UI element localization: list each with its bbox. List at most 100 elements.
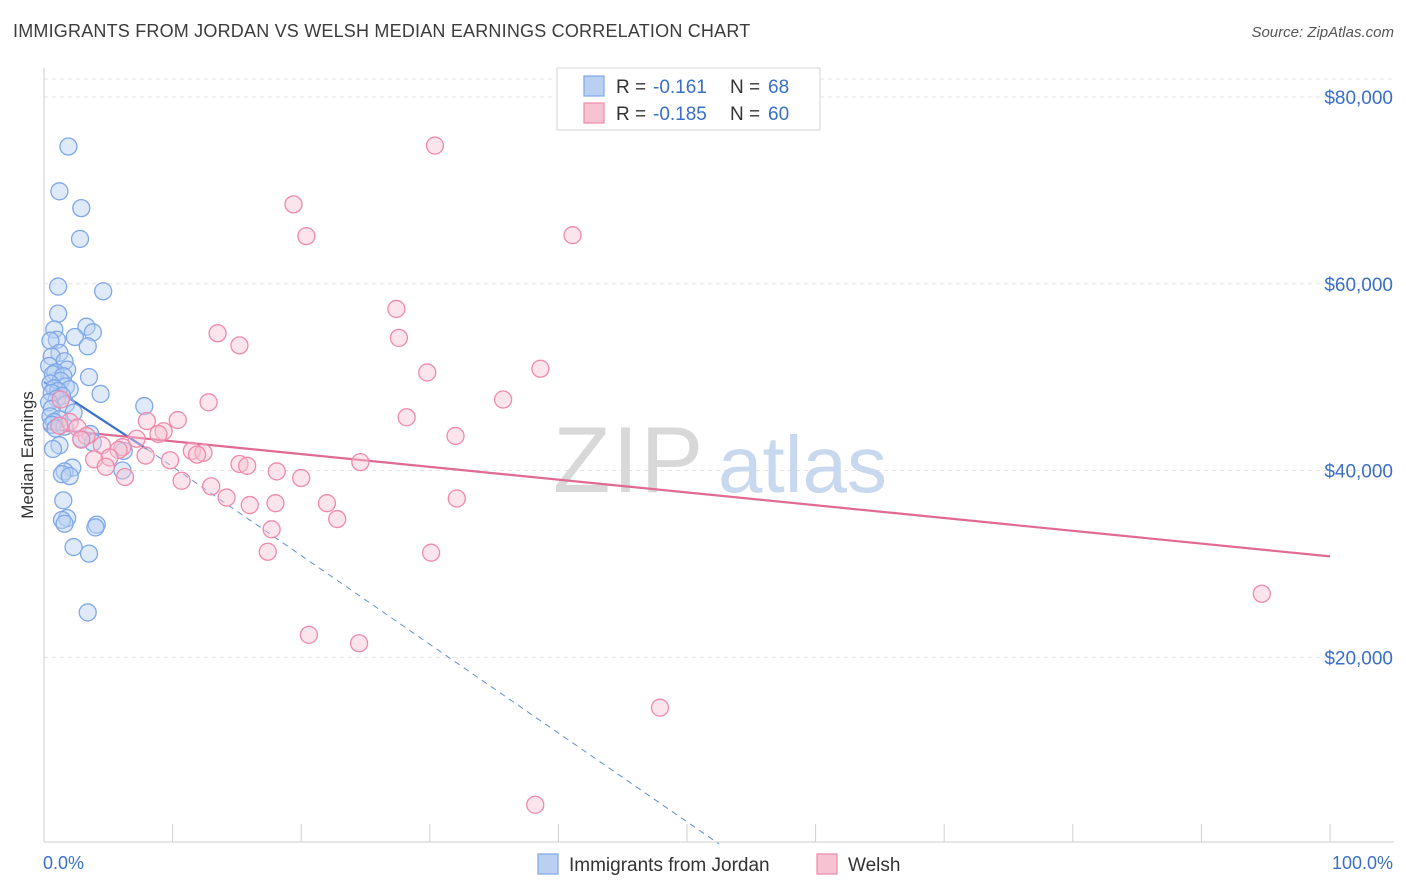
welsh-point <box>349 634 369 653</box>
welsh-point <box>563 226 582 245</box>
axis-layer <box>43 68 1394 843</box>
welsh-point <box>389 328 409 348</box>
jordan-point <box>48 304 68 323</box>
jordan-point <box>135 396 154 416</box>
jordan-point <box>43 439 63 459</box>
welsh-point <box>650 698 670 717</box>
watermark-atlas: atlas <box>718 420 887 509</box>
welsh-point <box>199 393 218 412</box>
labels-layer: $20,000 $40,000 $60,000 $80,000 0.0% 100.0% Me… <box>18 88 1393 873</box>
legend-n-label: N = <box>730 104 760 125</box>
jordan-point <box>79 544 99 563</box>
welsh-point <box>187 445 207 464</box>
watermark: ZIP atlas <box>553 407 887 512</box>
welsh-point <box>50 416 69 435</box>
legend-swatch <box>583 75 605 97</box>
jordan-point <box>64 537 83 557</box>
welsh-point <box>100 448 119 467</box>
welsh-point <box>299 625 319 644</box>
jordan-point <box>70 229 90 249</box>
y-tick-label: $80,000 <box>1324 88 1393 109</box>
jordan-point <box>83 323 103 342</box>
chart-title: IMMIGRANTS FROM JORDAN VS WELSH MEDIAN E… <box>13 21 751 41</box>
welsh-point <box>292 468 311 488</box>
welsh-point <box>217 488 236 507</box>
welsh-point <box>194 443 213 462</box>
jordan-trend-extension <box>146 448 720 845</box>
legend-n-label: N = <box>730 77 760 98</box>
jordan-point <box>72 198 91 218</box>
legend-n-value: 68 <box>768 77 789 98</box>
welsh-point <box>208 324 227 343</box>
grid-layer <box>44 78 1394 658</box>
watermark-zip: ZIP <box>553 407 705 512</box>
x-tick-label: 100.0% <box>1332 853 1393 873</box>
jordan-point <box>78 337 97 356</box>
chart-source: Source: ZipAtlas.com <box>1251 24 1394 41</box>
welsh-point <box>96 457 115 476</box>
y-tick-label: $60,000 <box>1324 275 1393 296</box>
welsh-point <box>266 494 285 513</box>
welsh-point <box>397 408 416 427</box>
y-axis-label: Median Earnings <box>18 391 37 519</box>
y-tick-label: $20,000 <box>1324 648 1393 669</box>
welsh-point <box>493 390 513 409</box>
welsh-point <box>230 336 249 355</box>
welsh-point <box>328 509 347 529</box>
welsh-point <box>127 429 146 448</box>
welsh-point <box>297 226 316 246</box>
welsh-point <box>137 411 157 431</box>
welsh-point <box>531 359 550 378</box>
welsh-point <box>447 489 466 508</box>
welsh-point <box>202 477 221 496</box>
jordan-point <box>86 518 105 537</box>
welsh-point <box>258 542 277 561</box>
welsh-point <box>51 390 70 409</box>
welsh-point <box>351 452 370 472</box>
x-tick-label: 0.0% <box>43 853 84 873</box>
welsh-point <box>136 446 155 465</box>
welsh-point <box>262 520 281 539</box>
legend-box: R = -0.161 N = 68 R = -0.185 N = 60 <box>556 67 821 131</box>
welsh-point <box>446 426 465 446</box>
welsh-point <box>172 471 191 490</box>
welsh-point <box>284 195 303 214</box>
points-layer <box>39 136 1271 814</box>
bottom-legend-label: Immigrants from Jordan <box>569 855 770 876</box>
bottom-legend: Immigrants from Jordan Welsh <box>537 853 900 876</box>
welsh-point <box>149 424 168 444</box>
bottom-legend-swatch <box>537 853 559 875</box>
jordan-point <box>59 137 78 156</box>
jordan-point <box>55 514 74 533</box>
welsh-point <box>267 462 286 481</box>
bottom-legend-label: Welsh <box>848 855 900 876</box>
bottom-legend-swatch <box>816 853 838 875</box>
legend-swatch <box>583 102 605 124</box>
welsh-point <box>115 467 135 487</box>
welsh-point <box>425 136 445 155</box>
jordan-point <box>91 384 110 404</box>
y-tick-label: $40,000 <box>1324 462 1393 483</box>
welsh-point <box>421 543 441 562</box>
welsh-point <box>240 495 259 515</box>
welsh-point <box>387 299 406 319</box>
jordan-point <box>65 327 85 347</box>
welsh-point <box>1252 584 1271 603</box>
legend-r-label: R = <box>616 104 646 125</box>
jordan-point <box>54 491 73 510</box>
welsh-point <box>238 456 257 475</box>
legend-r-value: -0.185 <box>653 104 707 125</box>
welsh-point <box>168 410 187 430</box>
jordan-point <box>60 466 79 486</box>
jordan-point <box>41 331 60 350</box>
welsh-point <box>160 451 180 470</box>
legend-r-value: -0.161 <box>653 77 707 98</box>
legend-r-label: R = <box>616 77 646 98</box>
welsh-trend-line <box>43 427 1331 558</box>
welsh-point <box>72 430 91 449</box>
welsh-point <box>154 422 173 441</box>
jordan-point <box>94 282 113 301</box>
legend-n-value: 60 <box>768 104 789 125</box>
